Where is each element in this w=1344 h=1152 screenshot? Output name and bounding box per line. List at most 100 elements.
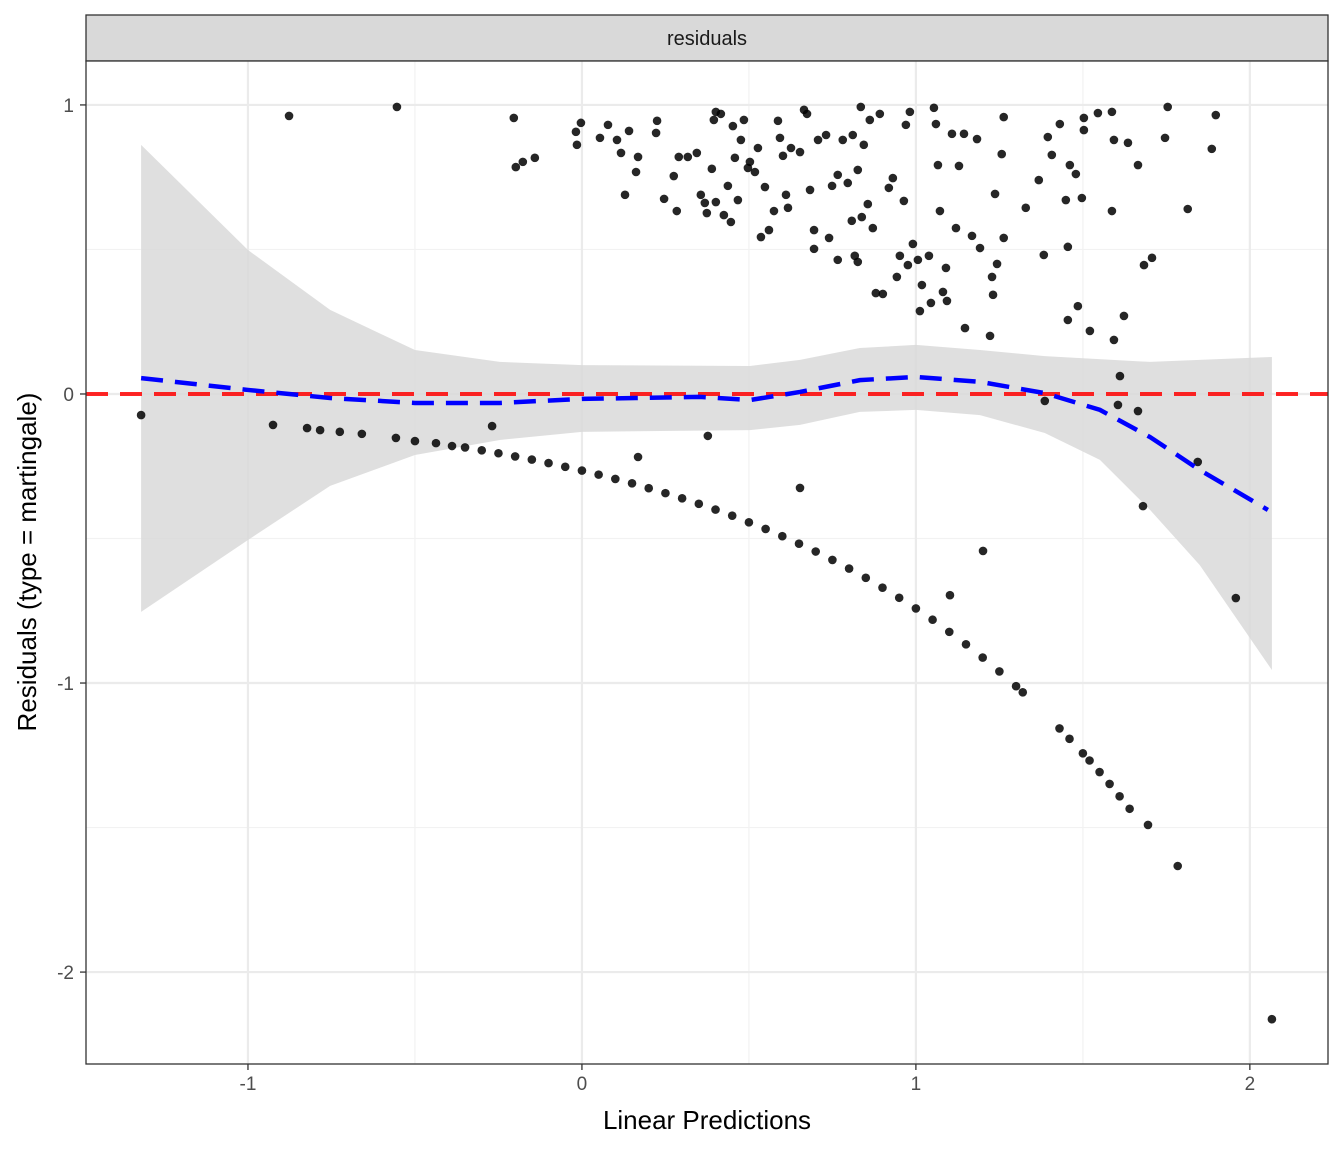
data-point (700, 198, 710, 208)
data-point (733, 195, 743, 205)
data-point (696, 190, 706, 200)
data-point (603, 120, 613, 130)
x-tick-label: 2 (1245, 1074, 1256, 1095)
data-point (999, 112, 1009, 122)
data-point (1055, 724, 1064, 733)
confidence-ribbon (141, 144, 1272, 671)
data-point (1065, 734, 1074, 744)
data-point (838, 135, 848, 145)
data-point (1211, 110, 1221, 120)
data-point (1077, 193, 1087, 203)
data-point (828, 555, 837, 565)
data-point (530, 153, 540, 163)
x-tick-label: 0 (577, 1074, 588, 1095)
data-point (1193, 457, 1203, 467)
data-point (1163, 102, 1172, 112)
data-point (899, 196, 909, 206)
data-point (511, 162, 521, 172)
data-point (1133, 160, 1143, 170)
data-point (624, 126, 634, 136)
data-point (769, 206, 779, 216)
data-point (915, 306, 925, 316)
data-point (652, 116, 662, 126)
data-point (631, 167, 641, 177)
data-point (1183, 204, 1193, 214)
y-axis-ticks: 1 0 -1 -2 (57, 96, 86, 984)
data-point (861, 573, 871, 583)
data-point (1123, 138, 1133, 148)
data-point (1115, 792, 1124, 801)
data-point (978, 653, 987, 662)
data-point (938, 287, 948, 297)
data-point (651, 128, 661, 138)
data-point (1071, 169, 1081, 179)
data-point (711, 505, 720, 514)
data-point (736, 135, 746, 145)
data-point (1079, 125, 1089, 135)
data-point (903, 260, 913, 270)
data-point (692, 148, 702, 158)
data-point (945, 590, 955, 600)
data-point (795, 483, 805, 493)
data-point (783, 203, 793, 213)
x-tick-label: -1 (240, 1074, 257, 1095)
data-point (726, 217, 736, 227)
data-point (719, 210, 729, 220)
data-point (985, 331, 995, 341)
data-point (775, 133, 785, 143)
data-point (477, 446, 487, 455)
data-point (1018, 687, 1028, 697)
data-point (1125, 804, 1134, 814)
data-point (1021, 203, 1031, 213)
data-point (1047, 150, 1057, 160)
data-point (683, 152, 693, 162)
data-point (1231, 593, 1241, 603)
data-point (878, 289, 888, 299)
data-point (739, 115, 749, 125)
data-point (1107, 107, 1117, 117)
data-point (431, 438, 441, 448)
data-point (935, 206, 945, 216)
data-point (1085, 326, 1095, 336)
data-point (723, 181, 733, 191)
data-point (284, 111, 294, 121)
data-point (594, 470, 603, 479)
data-point (268, 420, 278, 430)
data-point (1078, 748, 1088, 758)
data-point (611, 474, 620, 484)
data-point (972, 134, 982, 144)
data-point (357, 429, 367, 439)
data-point (487, 421, 497, 431)
data-point (813, 135, 823, 145)
data-point (781, 190, 791, 200)
data-point (878, 583, 887, 592)
data-point (727, 511, 737, 520)
data-point (917, 280, 927, 290)
data-point (572, 140, 582, 150)
data-point (833, 255, 843, 265)
data-point (773, 116, 783, 126)
data-point (809, 244, 819, 254)
data-point (924, 251, 934, 261)
data-point (941, 263, 951, 273)
data-point (863, 199, 873, 209)
data-point (848, 130, 858, 140)
data-point (1011, 681, 1021, 691)
data-point (494, 448, 503, 458)
data-point (1109, 135, 1119, 145)
data-point (1115, 371, 1125, 381)
data-point (1109, 335, 1119, 345)
data-point (794, 539, 804, 549)
data-point (1065, 160, 1075, 170)
x-axis-ticks: -1 0 1 2 (240, 1064, 1256, 1095)
data-point (827, 181, 837, 191)
data-point (901, 120, 911, 130)
data-point (951, 223, 961, 233)
data-points (136, 102, 1277, 1024)
data-point (315, 425, 325, 435)
data-point (802, 109, 812, 119)
data-point (805, 185, 815, 195)
data-point (795, 147, 805, 157)
data-point (913, 255, 923, 265)
data-point (1073, 301, 1083, 311)
